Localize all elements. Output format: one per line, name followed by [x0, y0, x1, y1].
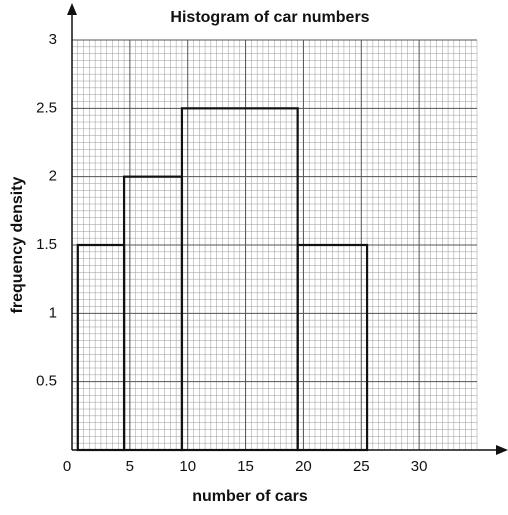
x-tick-label: 5	[126, 458, 134, 475]
x-tick-label: 0	[63, 458, 71, 475]
y-tick-label: 1.5	[36, 236, 57, 253]
x-tick-label: 10	[179, 458, 196, 475]
x-axis-label: number of cars	[192, 488, 308, 505]
x-tick-label: 25	[353, 458, 370, 475]
y-tick-label: 3	[49, 31, 57, 48]
y-axis-label: frequency density	[9, 176, 26, 313]
x-axis-arrow	[496, 445, 508, 455]
x-tick-label: 30	[411, 458, 428, 475]
y-tick-label: 1	[49, 304, 57, 321]
x-tick-label: 20	[295, 458, 312, 475]
y-axis-arrow	[67, 3, 77, 15]
y-tick-label: 2.5	[36, 99, 57, 116]
y-tick-label: 2	[49, 168, 57, 185]
chart-title: Histogram of car numbers	[170, 9, 369, 26]
y-tick-label: 0.5	[36, 373, 57, 390]
x-tick-label: 15	[237, 458, 254, 475]
